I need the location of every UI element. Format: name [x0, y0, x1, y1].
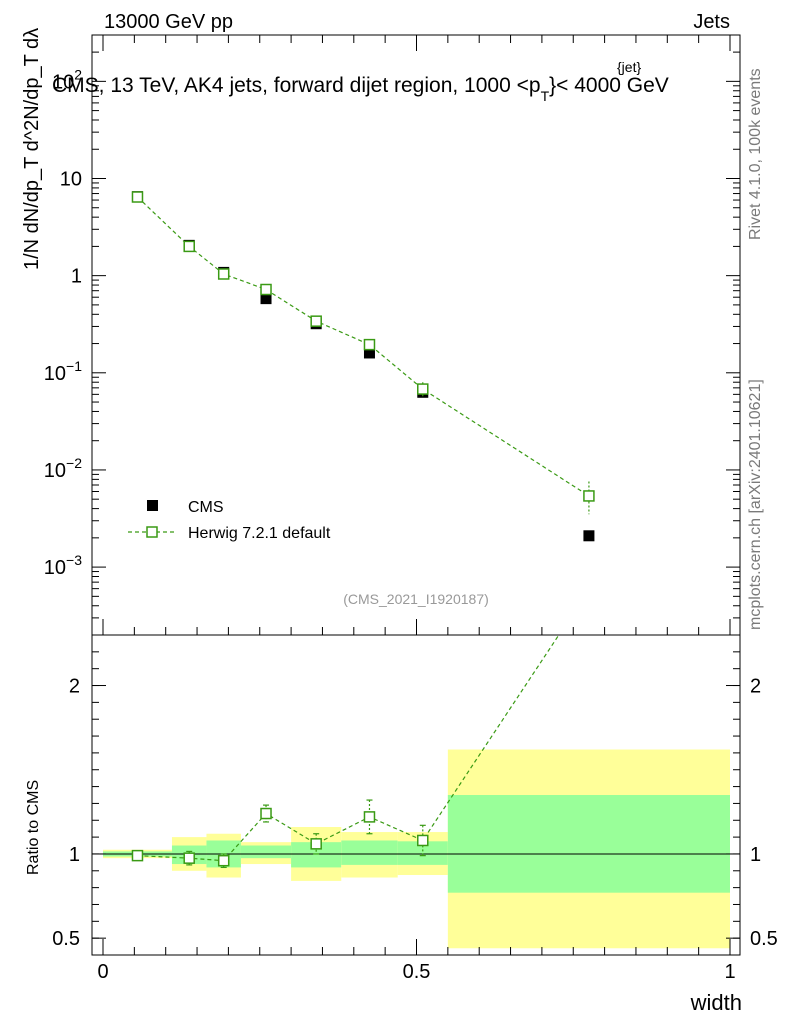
- ratio-band-inner: [240, 845, 292, 859]
- data-point: [583, 530, 595, 542]
- ratio-point: [260, 807, 272, 820]
- y-axis-label-main-text: 1/N dN/dp_T d^2N/dp_T dλ: [21, 28, 43, 270]
- analysis-watermark: (CMS_2021_I1920187): [343, 591, 489, 607]
- x-axis-label: width: [690, 990, 742, 1015]
- ratio-y-tick-label-right: 2: [750, 676, 761, 698]
- ratio-y-tick-label: 2: [69, 676, 80, 698]
- y-axis-label-ratio: Ratio to CMS: [25, 780, 42, 875]
- main-y-tick-label: 10−3: [44, 552, 82, 579]
- ratio-bands: [103, 749, 730, 949]
- legend: CMS Herwig 7.2.1 default: [128, 499, 331, 542]
- ratio-y-tick-label-right: 0.5: [750, 928, 778, 950]
- plot-title-main: CMS, 13 TeV, AK4 jets, forward dijet reg…: [52, 74, 541, 97]
- mc-point: [417, 383, 429, 395]
- ratio-marks: [131, 634, 560, 869]
- ratio-y-tick-label: 1: [69, 844, 80, 866]
- plot-title-tail: }< 4000 GeV: [549, 74, 669, 97]
- legend-mc-label: Herwig 7.2.1 default: [188, 525, 331, 542]
- mc-point: [217, 268, 230, 280]
- mc-series-line: [137, 196, 590, 497]
- side-text-rivet: Rivet 4.1.0, 100k events: [747, 68, 764, 240]
- ratio-point: [310, 838, 322, 850]
- ratio-point: [417, 834, 429, 847]
- mc-point: [260, 283, 272, 296]
- mc-point: [183, 240, 195, 253]
- plot-title: CMS, 13 TeV, AK4 jets, forward dijet reg…: [52, 74, 669, 104]
- main-y-tick-label: 10−1: [44, 358, 82, 385]
- mc-point: [310, 315, 322, 327]
- main-y-tick-label: 10: [60, 169, 82, 191]
- ratio-band-inner: [397, 841, 448, 865]
- ratio-point: [131, 849, 144, 862]
- legend-data-marker: [147, 500, 158, 511]
- x-tick-label: 1: [724, 961, 735, 983]
- ratio-y-tick-label: 0.5: [52, 928, 80, 950]
- plot-title-sub: T: [541, 88, 550, 104]
- mc-point: [131, 191, 144, 203]
- x-tick-label: 0: [97, 961, 108, 983]
- legend-mc-marker: [146, 526, 158, 538]
- side-text-mcplots: mcplots.cern.ch [arXiv:2401.10621]: [747, 379, 764, 630]
- header-left: 13000 GeV pp: [104, 11, 233, 33]
- ratio-band-inner: [447, 795, 730, 893]
- plot-title-sup: {jet}: [617, 59, 641, 75]
- y-axis-label-main: 1/N dN/dp_T d^2N/dp_T dλ: [21, 28, 43, 270]
- ratio-y-tick-label-right: 1: [750, 844, 761, 866]
- main-plot-frame: [91, 34, 741, 636]
- data-point: [363, 347, 375, 359]
- main-y-tick-label: 1: [71, 266, 82, 288]
- mc-point: [583, 490, 595, 502]
- ratio-point: [183, 852, 195, 864]
- axes: 10−3 10−2 10−1 1 10 102 0.5 0.5 1 1 2 2 0 0.5 1: [44, 34, 778, 983]
- ratio-point: [363, 811, 376, 823]
- header-right: Jets: [693, 11, 730, 33]
- mc-point: [363, 338, 376, 351]
- x-tick-label: 0.5: [403, 961, 431, 983]
- legend-data-label: CMS: [188, 499, 224, 516]
- main-y-tick-label: 102: [52, 66, 82, 93]
- data-point: [260, 293, 272, 305]
- main-y-tick-label: 10−2: [44, 455, 82, 482]
- main-marks: [131, 191, 595, 542]
- ratio-band-inner: [341, 840, 398, 865]
- ratio-point: [217, 854, 230, 867]
